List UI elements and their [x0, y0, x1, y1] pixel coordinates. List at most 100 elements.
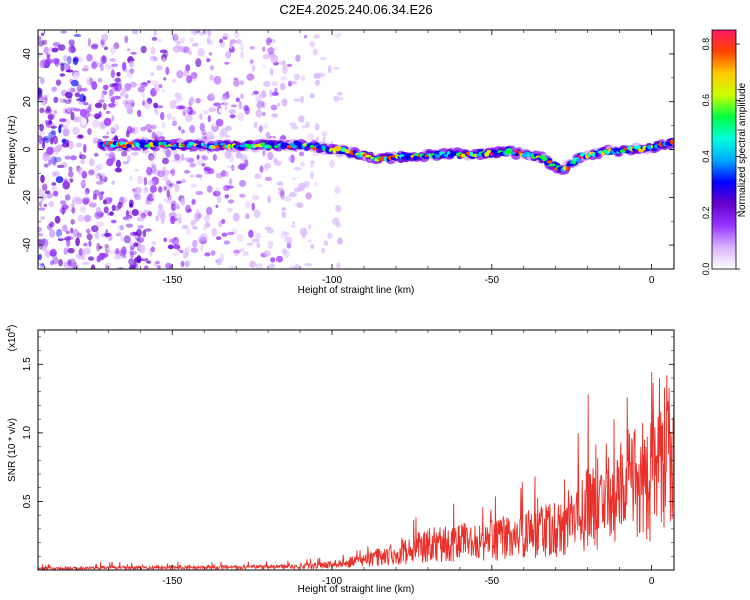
spectrogram-noise-cell — [129, 68, 135, 74]
spectrogram-noise-cell — [194, 213, 200, 223]
spectrogram-noise-cell — [64, 194, 71, 201]
spectrogram-signal-cell — [343, 148, 348, 152]
snr-y-multiplier-exponent: 4 — [6, 328, 13, 332]
spectrogram-noise-cell — [150, 185, 157, 194]
spectrogram-noise-cell — [289, 191, 297, 198]
spectrogram-noise-cell — [52, 42, 61, 47]
spectrogram-noise-cell — [155, 215, 160, 222]
spectrogram-noise-cell — [102, 54, 106, 63]
spectrogram-noise-cell — [40, 72, 44, 81]
spectrogram-noise-cell — [204, 252, 211, 257]
spectrogram-noise-cell — [50, 125, 58, 129]
spectrogram-noise-cell — [129, 60, 134, 68]
spectrogram-noise-cell — [105, 63, 111, 70]
spectrogram-signal-cell — [565, 166, 569, 171]
spectrogram-noise-cell — [123, 197, 128, 203]
spectrogram-noise-cell — [231, 164, 235, 172]
spectrogram-noise-cell — [164, 231, 172, 236]
spectrogram-noise-cell — [153, 161, 161, 166]
spectrogram-noise-cell — [253, 121, 258, 129]
spectrogram-noise-cell — [89, 158, 95, 167]
spectrogram-noise-cell — [189, 162, 197, 168]
spectrogram-noise-cell — [292, 221, 295, 225]
spectrogram-noise-cell — [195, 190, 204, 196]
spectrogram-noise-cell — [226, 165, 233, 169]
spectrogram-noise-cell — [255, 263, 263, 269]
spectrogram-noise-cell — [79, 151, 83, 159]
spectrogram-noise-cell — [209, 74, 214, 81]
spectrogram-noise-cell — [185, 114, 193, 122]
spectrogram-noise-cell — [202, 110, 209, 115]
spectrogram-noise-cell — [123, 88, 128, 93]
spectrogram-noise-cell — [320, 54, 326, 59]
spectrogram-noise-cell — [192, 256, 199, 264]
spectrogram-noise-cell — [72, 228, 79, 238]
spectrogram-noise-cell — [153, 102, 159, 109]
spectrogram-noise-cell — [299, 227, 308, 237]
spectrogram-noise-cell — [228, 178, 233, 186]
spectrogram-noise-cell — [176, 212, 182, 220]
spectrogram-noise-cell — [130, 51, 137, 55]
spectrogram-noise-cell — [109, 154, 115, 159]
spectrogram-noise-cell — [38, 53, 43, 58]
spectrogram-noise-cell — [136, 216, 145, 222]
spectrogram-noise-cell — [117, 201, 122, 210]
spectrogram-noise-cell — [40, 99, 48, 106]
spectrogram-noise-cell — [206, 58, 211, 63]
snr-y-multiplier: (x104) — [6, 325, 18, 352]
spectrogram-noise-cell — [66, 107, 72, 113]
spectrogram-noise-cell — [304, 262, 313, 267]
spectrogram-noise-cell — [59, 200, 67, 205]
spectrogram-noise-cell — [227, 207, 233, 213]
spectrogram-noise-cell — [214, 125, 218, 131]
spectrogram-noise-cell — [70, 155, 77, 161]
spectrogram-noise-cell — [39, 107, 45, 114]
spectrogram-noise-cell — [122, 216, 129, 221]
spectrogram-noise-cell — [224, 61, 230, 65]
spectrogram-noise-cell — [58, 125, 62, 134]
spectrogram-noise-cell — [137, 86, 145, 93]
spectrogram-noise-cell — [39, 123, 44, 132]
spectrogram-noise-cell — [277, 102, 281, 107]
spectrogram-noise-cell — [51, 86, 58, 92]
spectrogram-noise-cell — [78, 88, 86, 92]
spectrogram-noise-cell — [283, 91, 287, 98]
spectrogram-noise-cell — [229, 114, 236, 119]
spectrogram-noise-cell — [146, 80, 151, 84]
spectrogram-signal-cell — [321, 145, 326, 150]
spectrogram-noise-cell — [170, 168, 176, 177]
spectrogram-noise-cell — [74, 92, 81, 98]
spectrogram-noise-cell — [115, 159, 121, 168]
spectrogram-noise-cell — [232, 212, 240, 222]
spectrogram-signal-cell — [291, 144, 297, 149]
spectrogram-noise-cell — [281, 195, 285, 201]
spectrogram-noise-cell — [306, 202, 311, 209]
spectrogram-noise-cell — [200, 233, 208, 242]
spectrogram-noise-cell — [227, 231, 235, 236]
colorbar: 0.0 0.2 0.4 0.6 0.8 Normalized spectral ampl… — [701, 29, 748, 275]
spectrogram-noise-cell — [166, 179, 172, 187]
spectrogram-noise-cell — [210, 250, 216, 256]
spectrogram-noise-cell — [207, 168, 215, 175]
spectrogram-noise-cell — [258, 65, 265, 73]
spectrogram-noise-cell — [254, 173, 262, 179]
spectrogram-noise-cell — [305, 192, 312, 200]
spectrogram-noise-cell — [267, 240, 274, 249]
spectrogram-noise-cell — [190, 30, 199, 36]
spectrogram-noise-cell — [104, 244, 109, 249]
spectrogram-noise-cell — [59, 98, 64, 104]
spectrogram-noise-cell — [221, 232, 228, 237]
spectrogram-noise-cell — [163, 186, 167, 191]
spectrogram-noise-cell — [206, 131, 214, 138]
spectrogram-noise-cell — [298, 115, 305, 123]
spectrogram-noise-cell — [318, 196, 325, 205]
spectrogram-noise-cell — [46, 249, 51, 259]
spectrogram-noise-cell — [122, 161, 130, 165]
spectrogram-noise-cell — [221, 219, 226, 224]
spectrogram-noise-cell — [167, 244, 174, 250]
spectrogram-noise-cell — [281, 211, 287, 219]
spectrogram-noise-cell — [154, 57, 158, 62]
spectrogram-signal-cell — [546, 160, 553, 164]
spectrogram-noise-cell — [157, 265, 161, 269]
spectrogram-noise-cell — [136, 228, 142, 237]
